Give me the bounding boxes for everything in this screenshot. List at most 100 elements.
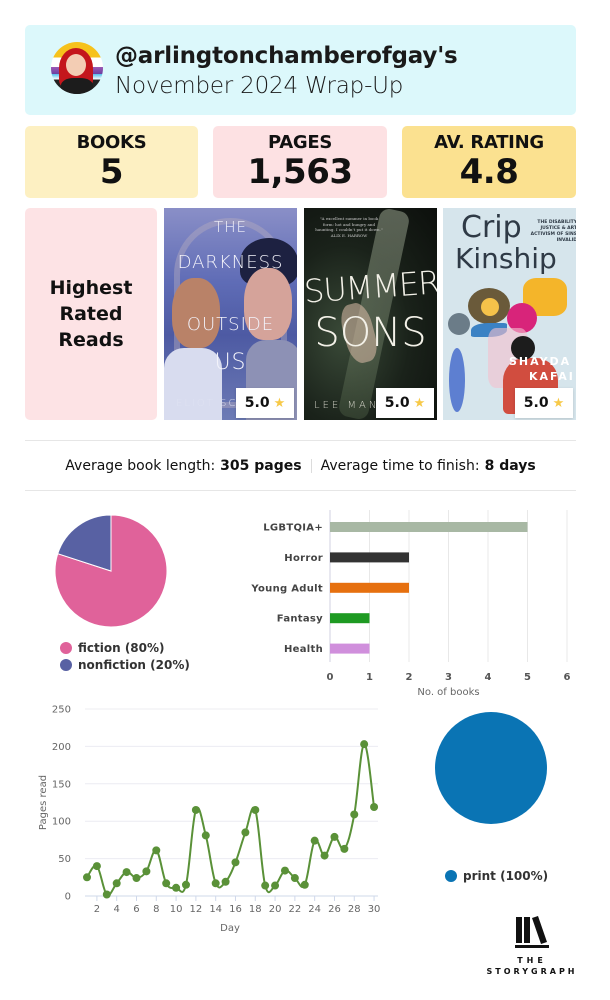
svg-text:4: 4 [114, 904, 120, 915]
svg-text:0: 0 [65, 892, 71, 903]
data-point [310, 836, 319, 845]
cover-author: LEE MAN [314, 400, 380, 411]
bar [330, 582, 409, 593]
avg-length-label: Average book length: [65, 458, 216, 474]
svg-text:26: 26 [328, 904, 341, 915]
stat-books-value: 5 [99, 152, 124, 192]
cover-title-line: US [214, 350, 247, 375]
avg-length-value: 305 pages [220, 458, 302, 474]
bar [330, 552, 409, 563]
data-point [330, 832, 339, 841]
avg-time-label: Average time to finish: [320, 458, 480, 474]
svg-text:14: 14 [209, 904, 222, 915]
legend-label: nonfiction (20%) [78, 657, 190, 672]
legend-item-nonfiction: nonfiction (20%) [60, 656, 190, 673]
data-point [122, 868, 131, 877]
logo-text-the: THE [517, 956, 547, 965]
data-point [211, 879, 220, 888]
pie-slice [57, 514, 112, 572]
svg-text:28: 28 [348, 904, 361, 915]
legend-item-fiction: fiction (80%) [60, 639, 190, 656]
data-point [181, 880, 190, 889]
svg-text:10: 10 [170, 904, 183, 915]
stat-rating-value: 4.8 [459, 152, 519, 192]
wrapup-header: @arlingtonchamberofgay's November 2024 W… [25, 25, 576, 115]
svg-text:0: 0 [327, 672, 334, 683]
cover-art-shape [481, 298, 499, 316]
data-point [340, 844, 349, 853]
data-point [112, 879, 121, 888]
svg-text:30: 30 [368, 904, 381, 915]
cover-author: ELIOT SC [176, 398, 238, 409]
data-point [241, 828, 250, 837]
username: @arlingtonchamberofgay's [115, 43, 458, 69]
star-icon: ★ [273, 395, 286, 411]
pie-slice [435, 712, 547, 824]
cover-title-line: OUTSIDE [186, 314, 275, 335]
data-point [152, 846, 161, 855]
svg-text:5: 5 [524, 672, 531, 683]
svg-text:LGBTQIA+: LGBTQIA+ [263, 523, 323, 534]
format-pie-chart [435, 712, 547, 824]
svg-text:Pages read: Pages read [38, 775, 49, 830]
rating-value: 5.0 [244, 395, 270, 411]
books-logo-icon [515, 916, 549, 948]
cover-art-shirt-left [164, 348, 222, 420]
data-point [271, 881, 280, 890]
svg-text:16: 16 [229, 904, 242, 915]
svg-text:1: 1 [366, 672, 373, 683]
data-point [251, 805, 260, 814]
svg-text:Horror: Horror [284, 553, 323, 564]
data-point [201, 831, 210, 840]
svg-text:Young Adult: Young Adult [250, 583, 323, 594]
svg-text:3: 3 [445, 672, 452, 683]
cover-title-line: DARKNESS [177, 252, 284, 273]
svg-text:250: 250 [52, 705, 71, 716]
svg-text:No. of books: No. of books [417, 687, 479, 698]
data-point [261, 881, 270, 890]
cover-title-line: Kinship [455, 242, 557, 275]
cover-art-face-left [172, 278, 220, 348]
stat-books-label: BOOKS [76, 132, 147, 153]
avatar-face [66, 54, 86, 76]
stat-pages-value: 1,563 [247, 152, 353, 192]
svg-text:20: 20 [269, 904, 282, 915]
svg-text:200: 200 [52, 742, 71, 753]
data-point [142, 867, 151, 876]
svg-text:Health: Health [284, 644, 323, 655]
legend-dot-icon [60, 641, 72, 654]
data-point [132, 874, 141, 883]
svg-text:Fantasy: Fantasy [277, 614, 323, 625]
cover-author: KAFAI [529, 370, 575, 383]
book-cover-summer-sons[interactable]: "A excellent summer in book form: hot an… [304, 208, 437, 420]
data-point [300, 880, 309, 889]
data-point [83, 873, 91, 882]
svg-text:22: 22 [289, 904, 302, 915]
book-cover-crip-kinship[interactable]: Crip Kinship THE DISABILITY JUSTICE & AR… [443, 208, 576, 420]
svg-text:12: 12 [190, 904, 203, 915]
rating-badge: 5.0 ★ [515, 388, 573, 418]
stat-pages-label: PAGES [267, 132, 332, 153]
cover-title-line: THE [214, 218, 247, 236]
fiction-pie-legend: fiction (80%) nonfiction (20%) [60, 639, 190, 673]
data-point [231, 858, 240, 867]
data-point [370, 802, 379, 811]
star-icon: ★ [413, 395, 426, 411]
highest-rated-card: Highest Rated Reads [25, 208, 157, 420]
stat-rating-label: AV. RATING [434, 132, 544, 153]
fiction-pie-chart [54, 514, 168, 628]
stat-books: BOOKS 5 [25, 126, 198, 198]
data-point [350, 810, 359, 819]
rating-value: 5.0 [384, 395, 410, 411]
svg-text:6: 6 [564, 672, 571, 683]
stat-rating: AV. RATING 4.8 [402, 126, 576, 198]
data-point [320, 851, 329, 860]
svg-text:18: 18 [249, 904, 262, 915]
rating-badge: 5.0 ★ [236, 388, 294, 418]
divider [25, 490, 576, 491]
cover-subtitle: THE DISABILITY JUSTICE & ART ACTIVISM OF… [530, 220, 576, 243]
svg-text:Day: Day [220, 923, 240, 934]
book-cover-darkness-outside-us[interactable]: THE DARKNESS OUTSIDE US ELIOT SC 5.0 ★ [164, 208, 297, 420]
separator [310, 459, 312, 473]
